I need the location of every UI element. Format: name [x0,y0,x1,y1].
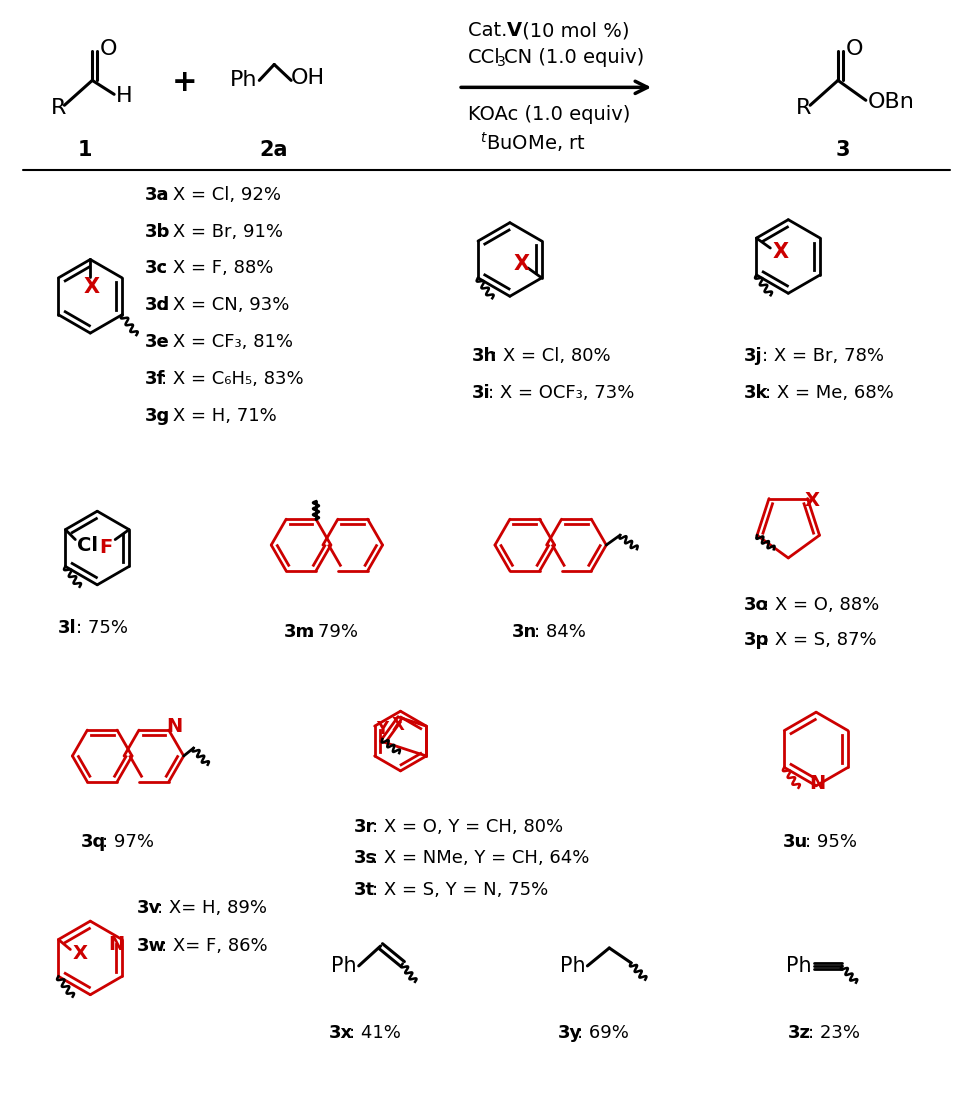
Text: 3o: 3o [743,596,769,614]
Text: : X = NMe, Y = CH, 64%: : X = NMe, Y = CH, 64% [372,849,589,868]
Text: : X = O, 88%: : X = O, 88% [764,596,880,614]
Text: 3f: 3f [145,370,165,388]
Text: 3k: 3k [743,384,768,402]
Text: X: X [773,242,788,262]
Text: 3x: 3x [329,1024,353,1042]
Text: R: R [51,98,66,118]
Text: Y: Y [377,720,388,738]
Text: : 75%: : 75% [76,618,128,637]
Text: : 23%: : 23% [809,1024,860,1042]
Text: X: X [805,491,820,510]
Text: X: X [72,944,88,962]
Text: 3b: 3b [145,222,170,241]
Text: 3q: 3q [81,833,106,850]
Text: Ph: Ph [230,70,257,90]
Text: 3p: 3p [743,630,769,649]
Text: : X = O, Y = CH, 80%: : X = O, Y = CH, 80% [372,817,562,836]
Text: 1: 1 [77,140,91,159]
Text: CCl: CCl [468,48,501,67]
Text: H: H [116,86,132,107]
Text: : X = OCF₃, 73%: : X = OCF₃, 73% [488,384,634,402]
Text: : X = H, 71%: : X = H, 71% [162,407,277,425]
Text: : 84%: : 84% [534,623,586,640]
Text: : X = S, Y = N, 75%: : X = S, Y = N, 75% [372,881,548,900]
Text: 3a: 3a [145,186,169,204]
Text: 3d: 3d [145,296,170,315]
Text: CN (1.0 equiv): CN (1.0 equiv) [504,48,644,67]
Text: 3t: 3t [354,881,375,900]
Text: 3g: 3g [145,407,170,425]
Text: Ph: Ph [331,956,356,976]
Text: N: N [108,935,125,954]
Text: 3e: 3e [145,333,169,351]
Text: 3j: 3j [743,346,762,365]
Text: 3w: 3w [137,937,166,955]
Text: Cat.: Cat. [468,21,514,40]
Text: X: X [392,716,405,734]
Text: 2a: 2a [260,140,288,159]
Text: N: N [810,774,825,793]
Text: OH: OH [291,68,325,88]
Text: $^t$BuOMe, rt: $^t$BuOMe, rt [480,130,586,154]
Text: : X = CF₃, 81%: : X = CF₃, 81% [162,333,293,351]
Text: F: F [99,538,113,557]
Text: : 95%: : 95% [806,833,857,850]
Text: 3c: 3c [145,260,168,277]
Text: : X = Me, 68%: : X = Me, 68% [766,384,894,402]
Text: : X = C₆H₅, 83%: : X = C₆H₅, 83% [162,370,304,388]
Text: OBn: OBn [868,92,915,112]
Text: : 69%: : 69% [578,1024,630,1042]
Text: 3i: 3i [472,384,490,402]
Text: : X = Br, 78%: : X = Br, 78% [763,346,884,365]
Text: 3u: 3u [783,833,809,850]
Text: 3y: 3y [558,1024,582,1042]
Text: : X = Br, 91%: : X = Br, 91% [162,222,283,241]
Text: (10 mol %): (10 mol %) [516,21,630,40]
Text: 3z: 3z [788,1024,811,1042]
Text: : X = Cl, 80%: : X = Cl, 80% [491,346,611,365]
Text: 3r: 3r [354,817,376,836]
Text: O: O [846,39,863,58]
Text: : X = Cl, 92%: : X = Cl, 92% [162,186,281,204]
Text: 3m: 3m [284,623,315,640]
Text: +: + [172,68,198,97]
Text: 3h: 3h [472,346,497,365]
Text: Ph: Ph [559,956,585,976]
Text: KOAc (1.0 equiv): KOAc (1.0 equiv) [468,104,631,123]
Text: : X = CN, 93%: : X = CN, 93% [162,296,290,315]
Text: 3: 3 [836,140,850,159]
Text: X: X [514,254,530,274]
Text: 3n: 3n [512,623,537,640]
Text: 3v: 3v [137,899,162,917]
Text: : X = F, 88%: : X = F, 88% [162,260,273,277]
Text: N: N [165,716,182,736]
Text: Cl: Cl [77,536,98,556]
Text: : X= F, 86%: : X= F, 86% [161,937,268,955]
Text: : 79%: : 79% [306,623,358,640]
Text: 3: 3 [497,55,506,69]
Text: Ph: Ph [786,956,811,976]
Text: 3s: 3s [354,849,377,868]
Text: R: R [796,98,811,118]
Text: : X= H, 89%: : X= H, 89% [157,899,267,917]
Text: V: V [507,21,522,40]
Text: 3l: 3l [57,618,76,637]
Text: : X = S, 87%: : X = S, 87% [764,630,877,649]
Text: : 97%: : 97% [102,833,154,850]
Text: : 41%: : 41% [348,1024,401,1042]
Text: X: X [84,277,99,297]
Text: O: O [100,39,118,58]
